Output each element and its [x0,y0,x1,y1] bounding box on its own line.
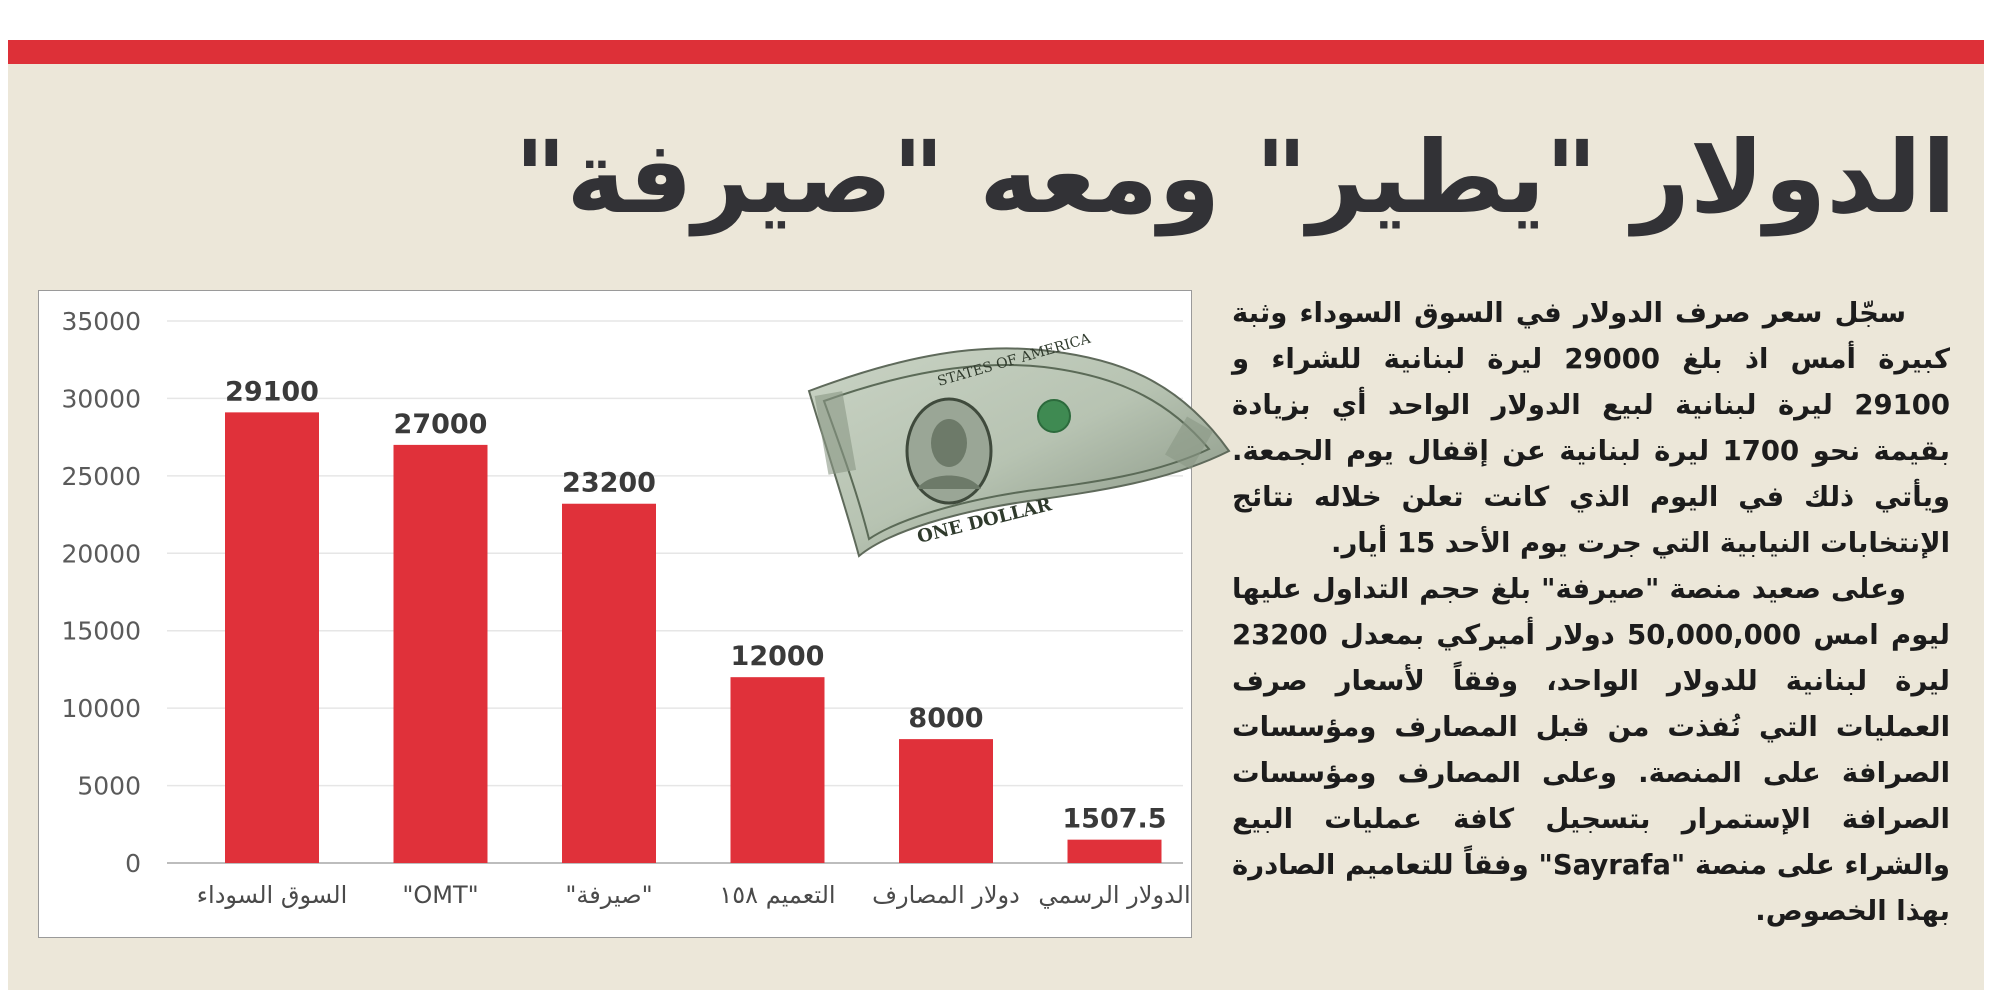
y-tick-label: 15000 [61,617,141,646]
dollar-bill-illustration: STATES OF AMERICA ONE DOLLAR [807,331,1231,558]
bar [225,412,319,863]
bar-chart: 0 5000 10000 15000 20000 25000 30000 35000 29100… [38,290,1231,938]
y-tick-label: 5000 [77,772,141,801]
data-label: 23200 [562,468,656,499]
y-tick-label: 35000 [61,307,141,336]
x-tick-label: دولار المصارف [872,881,1020,909]
data-label: 27000 [394,409,488,440]
x-tick-label: "OMT" [402,881,478,909]
y-tick-label: 25000 [61,462,141,491]
x-tick-label: "صيرفة" [565,881,652,909]
article-paragraph: سجّل سعر صرف الدولار في السوق السوداء وث… [1232,297,1950,559]
chart-canvas: 0 5000 10000 15000 20000 25000 30000 35000 29100… [61,307,1190,909]
y-tick-label: 0 [125,849,141,878]
accent-bar [8,40,1984,64]
x-tick-label: الدولار الرسمي [1038,881,1190,909]
x-tick-label: السوق السوداء [197,881,347,909]
article-paragraph: وعلى صعيد منصة "صيرفة" بلغ حجم التداول ع… [1232,573,1950,927]
bar [730,677,825,863]
data-label: 12000 [731,641,825,672]
x-tick-label: التعميم ١٥٨ [719,881,835,909]
y-tick-label: 30000 [61,384,141,413]
y-tick-label: 20000 [61,539,141,568]
data-label: 8000 [908,703,983,734]
headline: الدولار "يطير" ومعه "صيرفة" [514,119,1956,236]
data-label: 29100 [225,376,319,407]
bar [899,739,993,863]
bar [562,503,656,863]
y-tick-label: 10000 [61,694,141,723]
article-body: سجّل سعر صرف الدولار في السوق السوداء وث… [1232,290,1950,934]
bar [393,444,488,863]
data-label: 1507.5 [1062,804,1166,835]
bar [1067,839,1162,863]
